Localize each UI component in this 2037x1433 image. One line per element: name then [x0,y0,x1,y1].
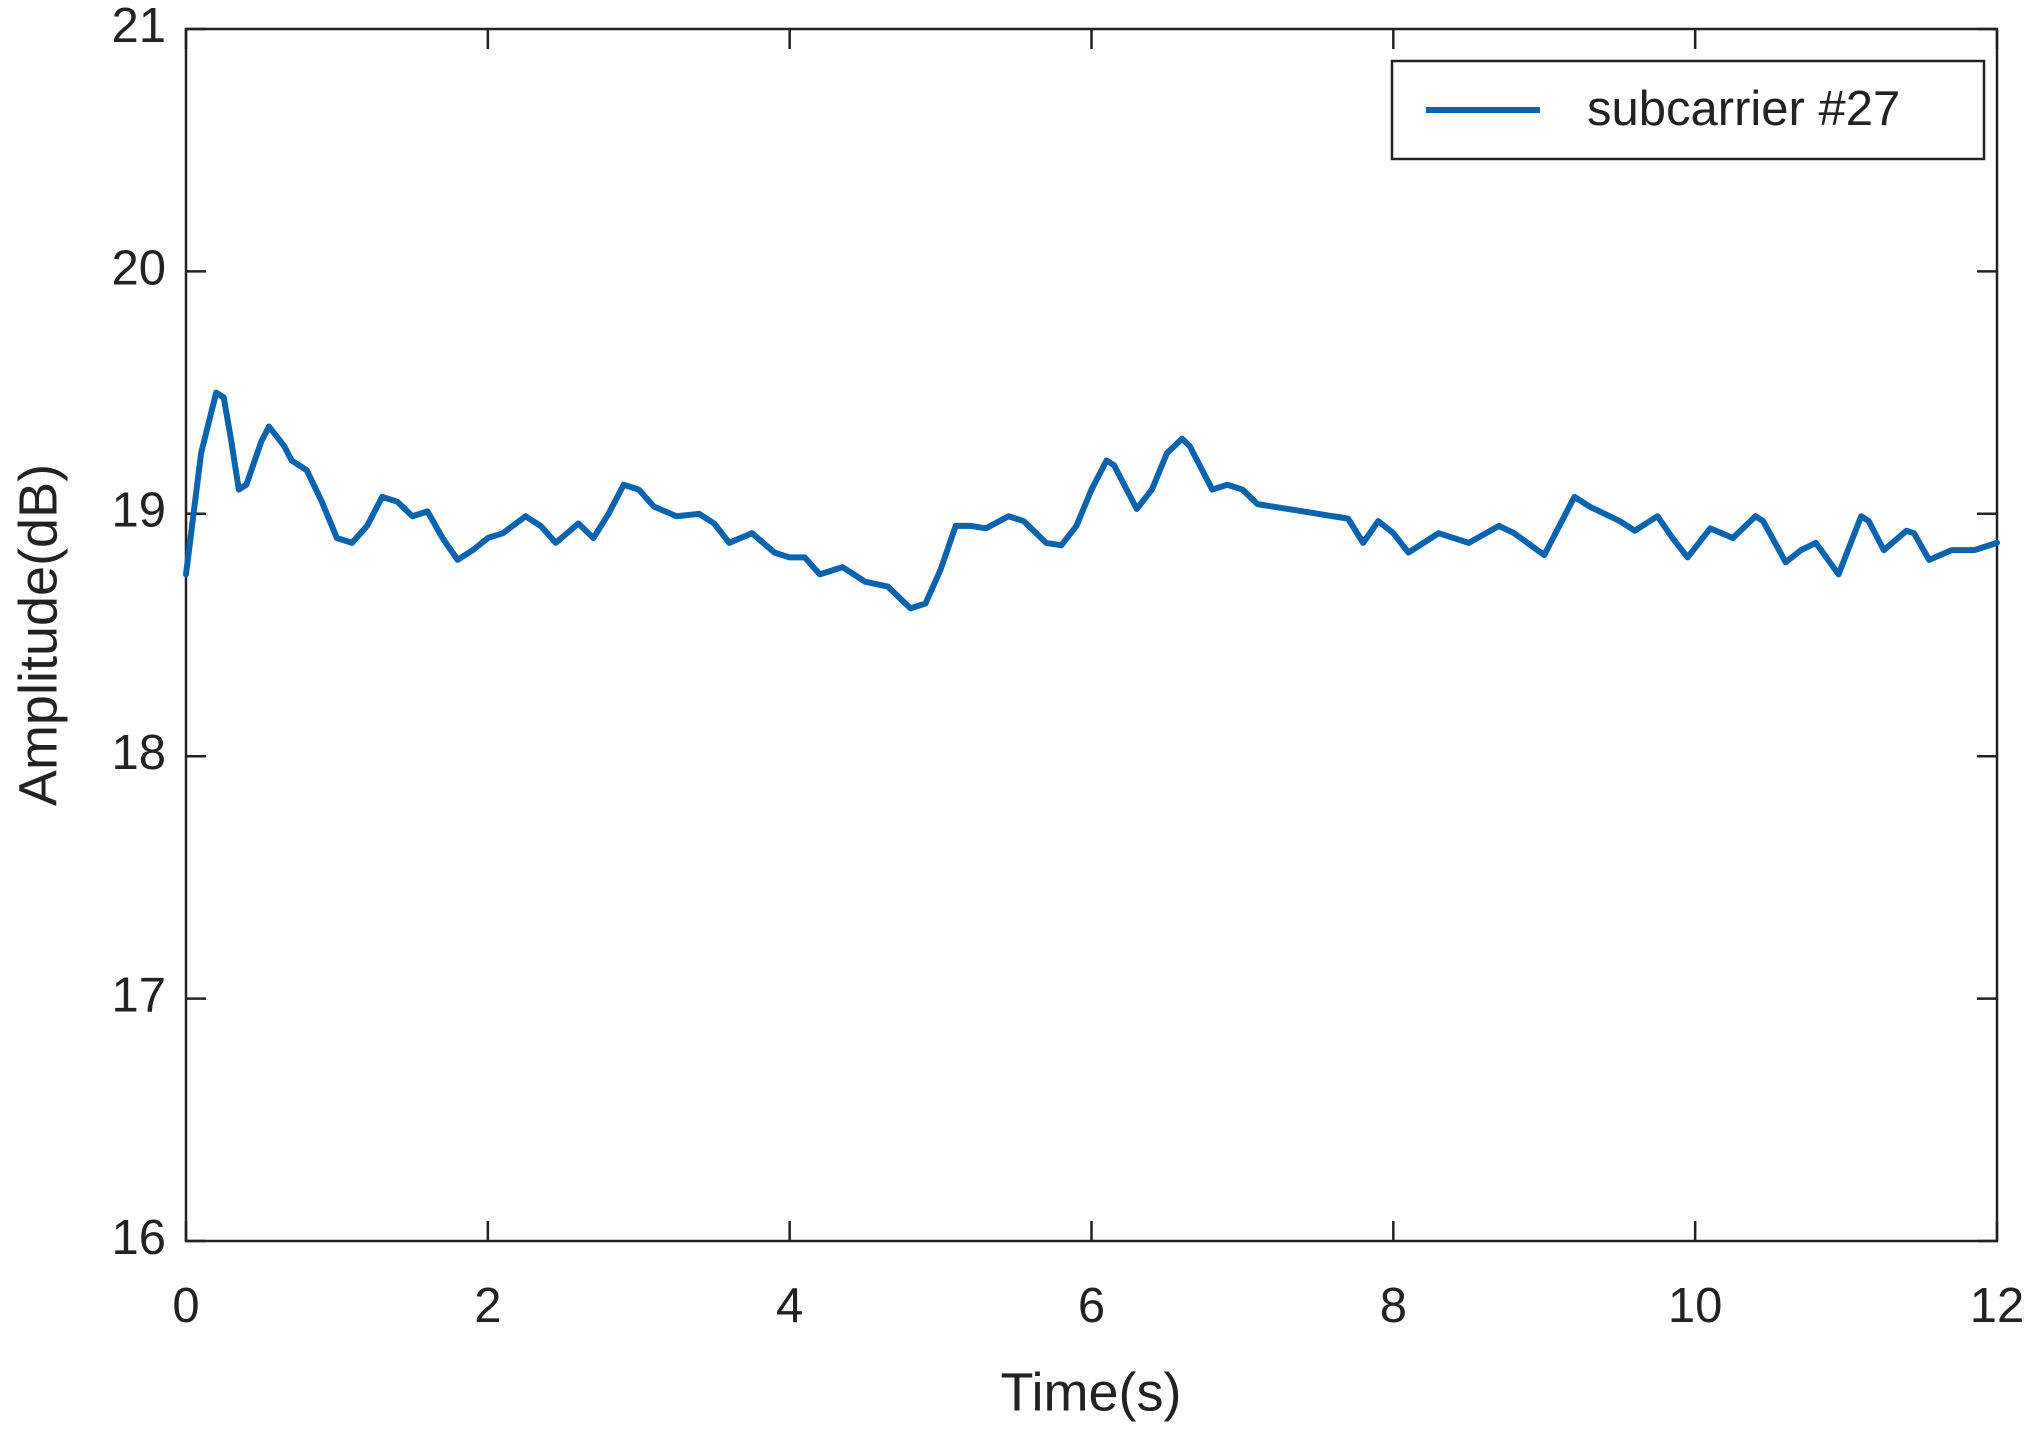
x-tick-label: 4 [776,1279,803,1333]
y-tick-label: 19 [111,484,166,538]
y-tick-label: 21 [111,0,166,53]
x-tick-label: 8 [1380,1279,1407,1333]
y-axis-label: Amplitude(dB) [8,464,68,806]
x-tick-label: 12 [1970,1279,2025,1333]
data-line [183,389,2000,612]
y-tick-label: 20 [111,241,166,295]
y-tick-label: 16 [111,1211,166,1265]
y-tick-label: 18 [111,726,166,780]
x-axis-label: Time(s) [1001,1362,1182,1422]
x-tick-label: 10 [1668,1279,1723,1333]
x-tick-label: 2 [474,1279,501,1333]
x-tick-label: 6 [1078,1279,1105,1333]
x-tick-label: 0 [172,1279,199,1333]
y-tick-label: 17 [111,969,166,1023]
legend-label: subcarrier #27 [1587,82,1900,136]
plot-area [184,27,1999,1243]
